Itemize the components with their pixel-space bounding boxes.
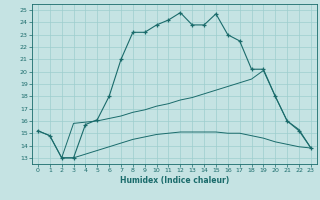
X-axis label: Humidex (Indice chaleur): Humidex (Indice chaleur)	[120, 176, 229, 185]
